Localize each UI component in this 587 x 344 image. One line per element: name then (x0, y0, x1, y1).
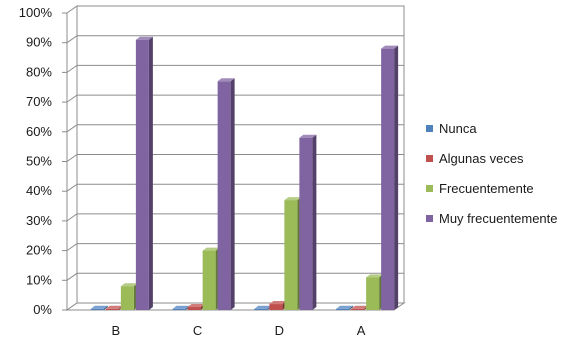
bar (120, 283, 138, 310)
bar-side (349, 305, 354, 310)
legend-item: Nunca (426, 118, 558, 138)
bar-top (366, 274, 384, 278)
legend-item: Frecuentemente (426, 178, 558, 198)
bar (217, 78, 235, 310)
x-tick-label: C (193, 323, 202, 338)
gridline (66, 183, 404, 192)
legend-item: Muy frecuentemente (426, 208, 558, 228)
y-tick-label: 50% (26, 154, 52, 169)
legend-swatch (426, 184, 433, 192)
y-tick-label: 10% (26, 272, 52, 287)
legend-swatch (426, 124, 433, 132)
bar (299, 134, 317, 310)
bar-front (269, 304, 283, 310)
bar (381, 45, 399, 310)
bar-top (381, 45, 399, 49)
bar-top (336, 305, 354, 309)
bar-front (381, 48, 395, 310)
y-tick-label: 70% (26, 94, 52, 109)
bar-side (230, 78, 235, 310)
bar-front (187, 307, 201, 310)
bar-front (336, 308, 350, 310)
bar-side (394, 45, 399, 310)
y-tick-label: 100% (19, 5, 53, 20)
y-tick-label: 90% (26, 35, 52, 50)
bar-front (120, 286, 134, 310)
bar (269, 301, 287, 310)
y-tick-label: 20% (26, 243, 52, 258)
bar-top (120, 283, 138, 287)
bar-side (103, 305, 108, 310)
bar-top (254, 305, 272, 309)
bar (202, 247, 220, 310)
legend-label: Muy frecuentemente (439, 210, 558, 226)
bar (90, 305, 108, 310)
bar-top (187, 304, 205, 308)
gridline (66, 64, 404, 73)
bar-front (90, 308, 104, 310)
bar-side (312, 134, 317, 310)
bar (284, 197, 302, 310)
bar-front (135, 39, 149, 310)
legend-item: Algunas veces (426, 148, 558, 168)
legend-label: Algunas veces (439, 150, 524, 166)
bar-front (217, 81, 231, 310)
y-tick-label: 0% (33, 302, 52, 317)
bar-top (269, 301, 287, 305)
gridline (66, 124, 404, 133)
gridline (66, 35, 404, 44)
y-tick-label: 30% (26, 213, 52, 228)
bar (366, 274, 384, 310)
bar (135, 36, 153, 310)
y-tick-label: 80% (26, 64, 52, 79)
bar-top (217, 78, 235, 82)
bar-top (202, 247, 220, 251)
bar-top (135, 36, 153, 40)
bar-front (172, 308, 186, 310)
bar-top (105, 305, 123, 309)
legend-swatch (426, 214, 433, 222)
y-tick-label: 40% (26, 183, 52, 198)
bar-front (351, 308, 365, 310)
bar-front (202, 250, 216, 310)
legend: Nunca Algunas veces Frecuentemente Muy frec… (426, 118, 558, 238)
legend-swatch (426, 154, 433, 162)
x-tick-label: D (275, 323, 284, 338)
bar-front (299, 137, 313, 310)
bar-front (284, 200, 298, 310)
bar-top (90, 305, 108, 309)
legend-label: Frecuentemente (439, 180, 534, 196)
gridline (66, 94, 404, 103)
x-tick-label: A (357, 323, 366, 338)
bar-top (172, 305, 190, 309)
bar-side (148, 36, 153, 310)
bar-front (254, 308, 268, 310)
gridline (66, 154, 404, 162)
x-tick-label: B (112, 323, 121, 338)
bar-top (284, 197, 302, 201)
bar-top (299, 134, 317, 138)
y-tick-label: 60% (26, 124, 52, 139)
bar-top (351, 305, 369, 309)
bar-front (366, 277, 380, 310)
bar-front (105, 308, 119, 310)
bar (336, 305, 354, 310)
legend-label: Nunca (439, 120, 477, 136)
